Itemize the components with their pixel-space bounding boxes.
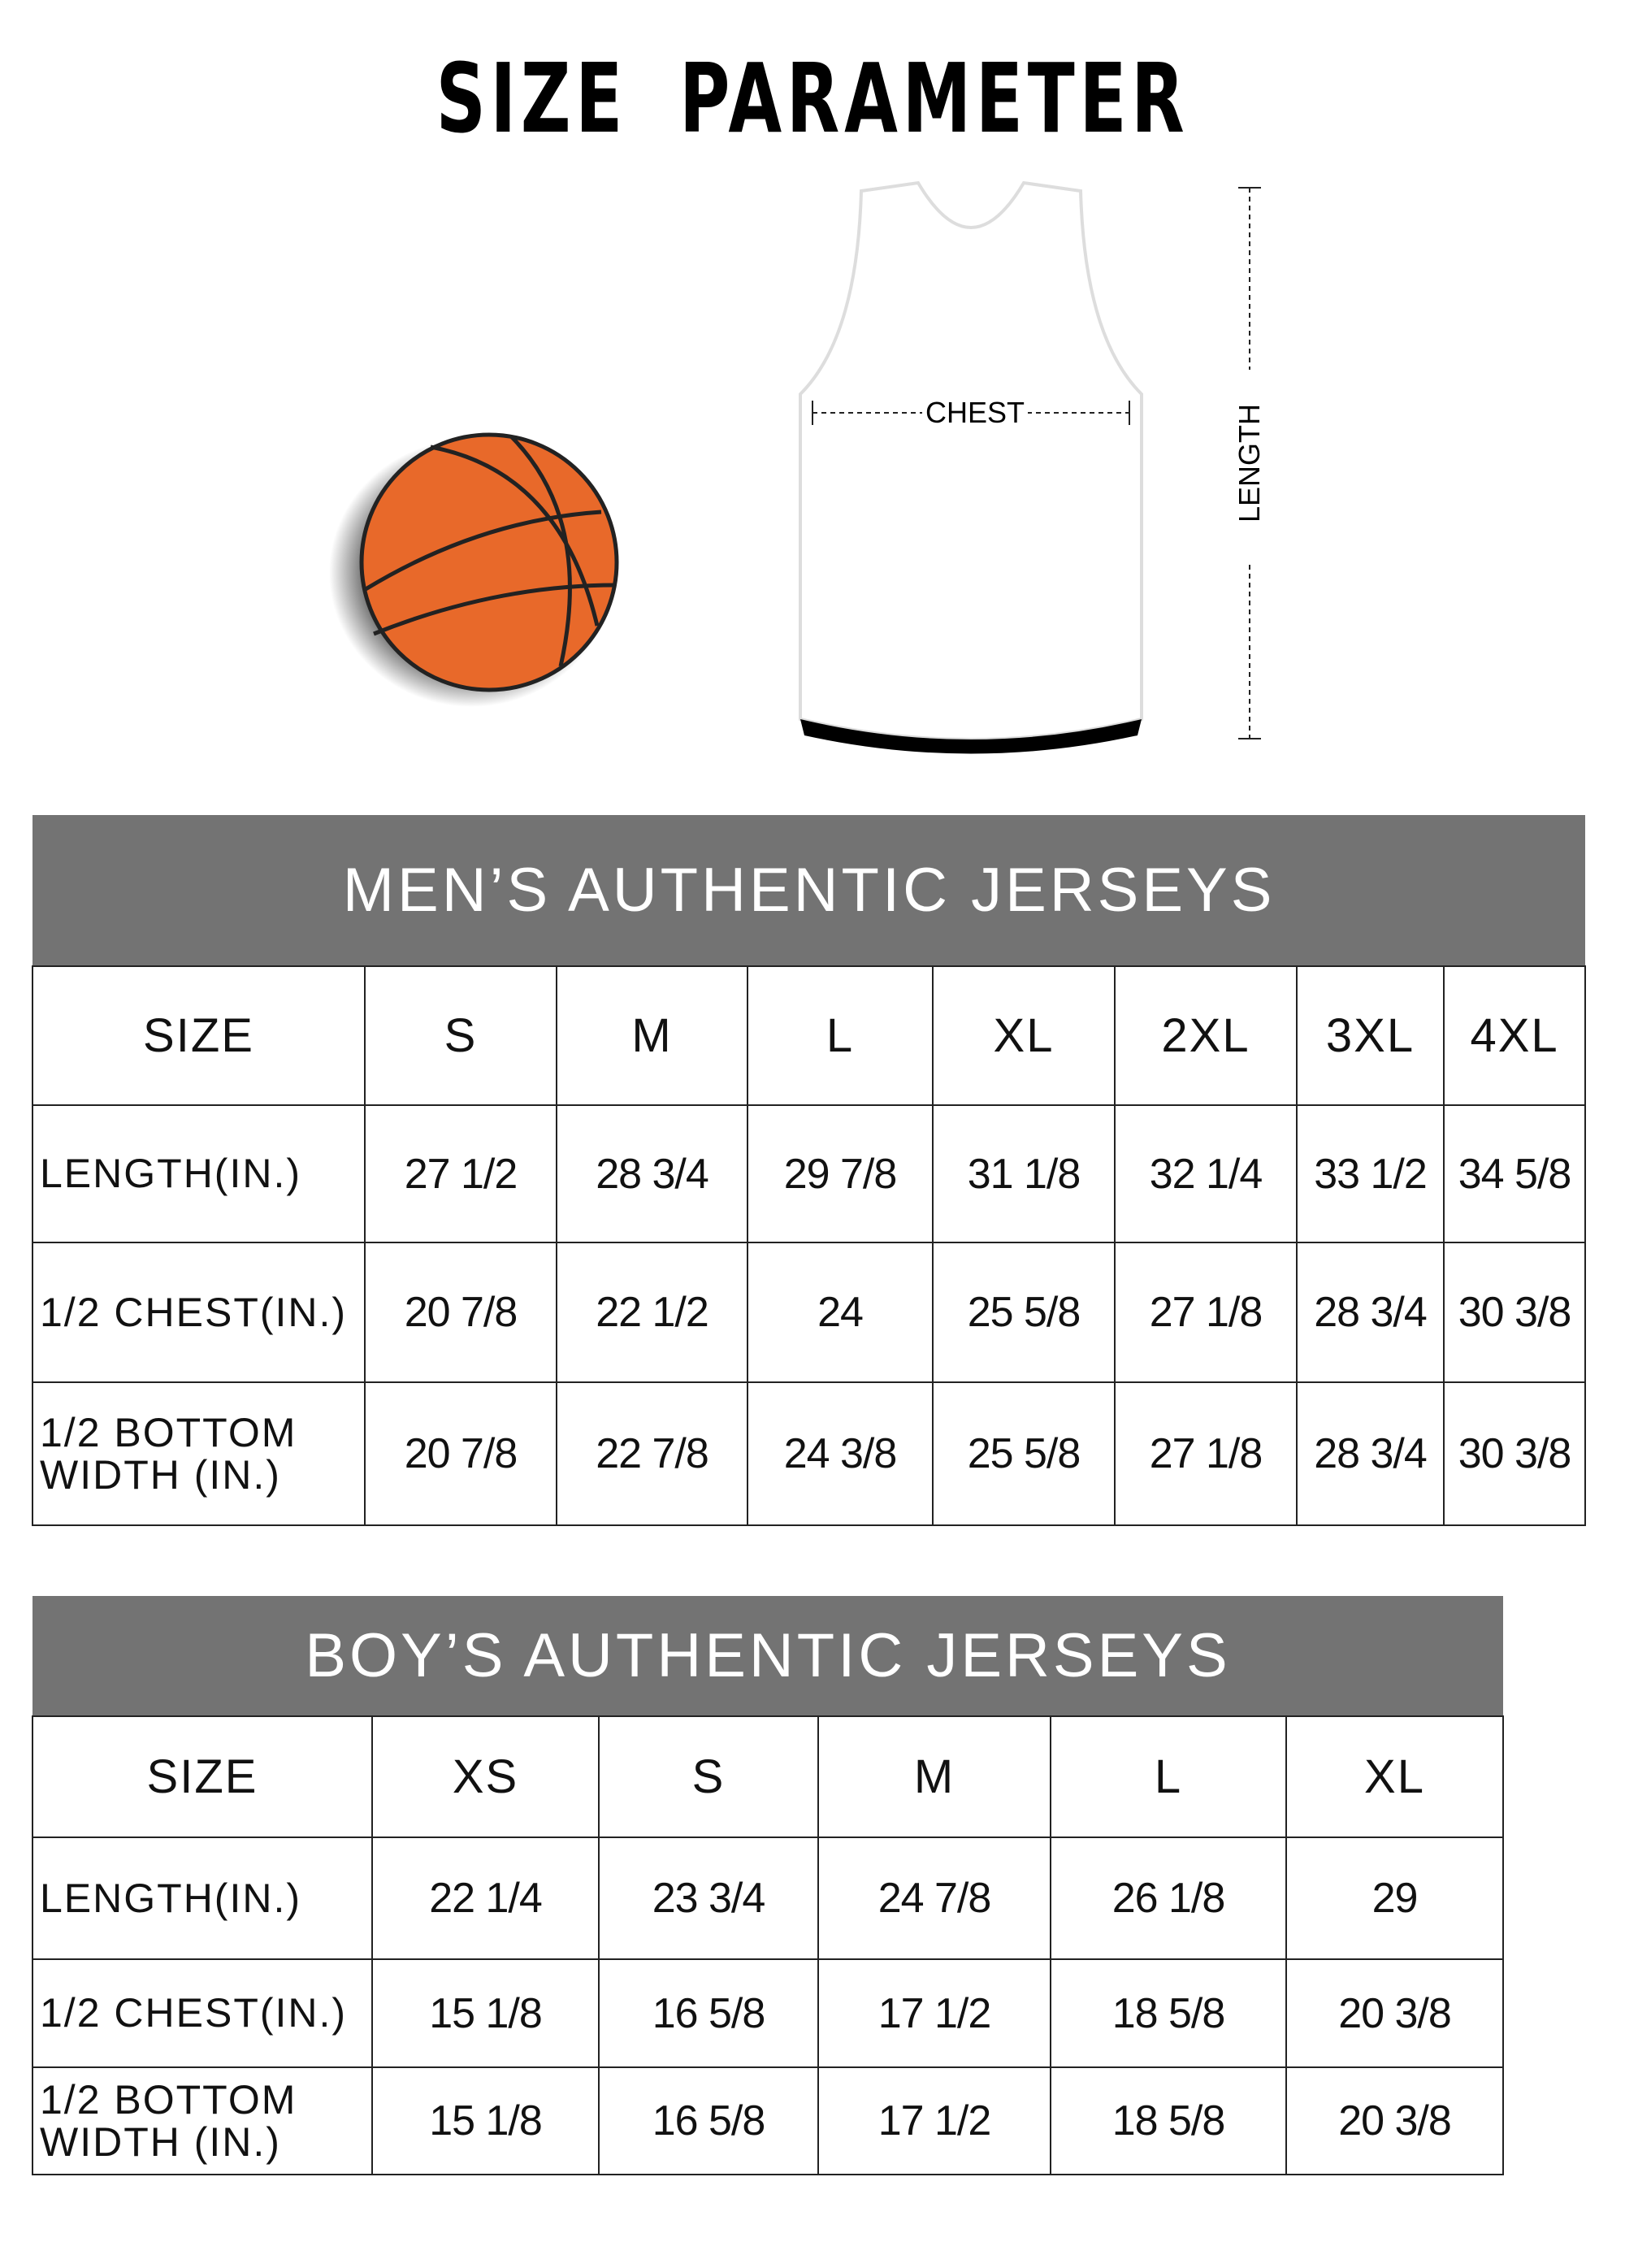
measurement-cell: 30 3/8 bbox=[1442, 1381, 1587, 1526]
measurement-cell: 28 3/4 bbox=[1296, 1242, 1445, 1383]
measurement-cell: 25 5/8 bbox=[932, 1381, 1116, 1526]
table-row: 1/2 BOTTOM WIDTH (IN.) 20 7/8 22 7/8 24 3/8… bbox=[32, 1381, 1587, 1526]
measurement-cell: 23 3/4 bbox=[598, 1837, 819, 1960]
length-label: LENGTH bbox=[1233, 404, 1266, 523]
measurement-cell: 32 1/4 bbox=[1114, 1104, 1298, 1243]
measurement-cell: 24 3/8 bbox=[747, 1381, 934, 1526]
measurement-cell: 30 3/8 bbox=[1442, 1242, 1587, 1383]
measurement-cell: 22 1/2 bbox=[556, 1242, 748, 1383]
measurement-cell: 24 7/8 bbox=[817, 1837, 1051, 1960]
table-title-row: BOY’S AUTHENTIC JERSEYS bbox=[32, 1596, 1503, 1716]
length-indicator: LENGTH bbox=[1233, 187, 1266, 739]
measurement-cell: 20 7/8 bbox=[364, 1242, 557, 1383]
size-header-cell: M bbox=[556, 965, 748, 1106]
measurement-cell: 29 7/8 bbox=[747, 1104, 934, 1243]
measurement-cell: 31 1/8 bbox=[932, 1104, 1116, 1243]
size-header-label: SIZE bbox=[32, 965, 366, 1106]
size-header-cell: S bbox=[598, 1715, 819, 1838]
measurement-cell: 27 1/8 bbox=[1114, 1381, 1298, 1526]
row-label: 1/2 BOTTOM WIDTH (IN.) bbox=[32, 2066, 373, 2175]
mens-size-table: MEN’S AUTHENTIC JERSEYS SIZE S M L XL 2XL 3XL 4X… bbox=[32, 815, 1587, 1526]
basketball-icon bbox=[329, 432, 619, 707]
size-header-row: SIZE S M L XL 2XL 3XL 4XL bbox=[32, 965, 1587, 1106]
table-row: 1/2 BOTTOM WIDTH (IN.) 15 1/8 16 5/8 17 1/2… bbox=[32, 2066, 1504, 2175]
measurement-cell: 15 1/8 bbox=[371, 2066, 600, 2175]
row-label: 1/2 CHEST(IN.) bbox=[32, 1958, 373, 2068]
measurement-cell: 16 5/8 bbox=[598, 1958, 819, 2068]
measurement-cell: 18 5/8 bbox=[1050, 1958, 1287, 2068]
table-title: MEN’S AUTHENTIC JERSEYS bbox=[32, 815, 1586, 966]
measurement-cell: 34 5/8 bbox=[1442, 1104, 1587, 1243]
measurement-cell: 18 5/8 bbox=[1050, 2066, 1287, 2175]
measurement-cell: 16 5/8 bbox=[598, 2066, 819, 2175]
chest-label: CHEST bbox=[925, 396, 1025, 429]
size-header-cell: XS bbox=[371, 1715, 600, 1838]
page-title: SIZE PARAMETER bbox=[436, 42, 1190, 154]
measurement-cell: 20 7/8 bbox=[364, 1381, 557, 1526]
size-header-cell: L bbox=[747, 965, 934, 1106]
measurement-cell: 28 3/4 bbox=[556, 1104, 748, 1243]
size-header-cell: 3XL bbox=[1296, 965, 1445, 1106]
measurement-cell: 27 1/2 bbox=[364, 1104, 557, 1243]
measurement-cell: 24 bbox=[747, 1242, 934, 1383]
row-label: LENGTH(IN.) bbox=[32, 1104, 366, 1243]
size-header-cell: L bbox=[1050, 1715, 1287, 1838]
measurement-cell: 22 7/8 bbox=[556, 1381, 748, 1526]
measurement-cell: 25 5/8 bbox=[932, 1242, 1116, 1383]
size-header-cell: XL bbox=[932, 965, 1116, 1106]
table-title-row: MEN’S AUTHENTIC JERSEYS bbox=[32, 815, 1586, 966]
size-header-row: SIZE XS S M L XL bbox=[32, 1715, 1504, 1838]
size-header-cell: 4XL bbox=[1442, 965, 1587, 1106]
row-label: 1/2 BOTTOM WIDTH (IN.) bbox=[32, 1381, 366, 1526]
table-row: 1/2 CHEST(IN.) 20 7/8 22 1/2 24 25 5/8 27 1/8… bbox=[32, 1242, 1587, 1383]
row-label: LENGTH(IN.) bbox=[32, 1837, 373, 1960]
measurement-cell: 20 3/8 bbox=[1285, 1958, 1504, 2068]
size-header-cell: XL bbox=[1285, 1715, 1504, 1838]
size-header-cell: 2XL bbox=[1114, 965, 1298, 1106]
measurement-cell: 20 3/8 bbox=[1285, 2066, 1504, 2175]
measurement-cell: 27 1/8 bbox=[1114, 1242, 1298, 1383]
measurement-cell: 22 1/4 bbox=[371, 1837, 600, 1960]
row-label: 1/2 CHEST(IN.) bbox=[32, 1242, 366, 1383]
measurement-cell: 26 1/8 bbox=[1050, 1837, 1287, 1960]
measurement-cell: 28 3/4 bbox=[1296, 1381, 1445, 1526]
table-row: LENGTH(IN.) 22 1/4 23 3/4 24 7/8 26 1/8 29 bbox=[32, 1837, 1504, 1960]
boys-size-table: BOY’S AUTHENTIC JERSEYS SIZE XS S M L XL LENGTH… bbox=[32, 1596, 1504, 2175]
size-header-cell: M bbox=[817, 1715, 1051, 1838]
measurement-cell: 29 bbox=[1285, 1837, 1504, 1960]
measurement-cell: 15 1/8 bbox=[371, 1958, 600, 2068]
measurement-cell: 17 1/2 bbox=[817, 2066, 1051, 2175]
measurement-cell: 17 1/2 bbox=[817, 1958, 1051, 2068]
size-header-label: SIZE bbox=[32, 1715, 373, 1838]
table-title: BOY’S AUTHENTIC JERSEYS bbox=[32, 1596, 1503, 1716]
jersey-diagram: CHEST bbox=[799, 180, 1143, 754]
size-header-cell: S bbox=[364, 965, 557, 1106]
measurement-cell: 33 1/2 bbox=[1296, 1104, 1445, 1243]
table-row: LENGTH(IN.) 27 1/2 28 3/4 29 7/8 31 1/8 32 1/… bbox=[32, 1104, 1587, 1243]
table-row: 1/2 CHEST(IN.) 15 1/8 16 5/8 17 1/2 18 5/8 20… bbox=[32, 1958, 1504, 2068]
